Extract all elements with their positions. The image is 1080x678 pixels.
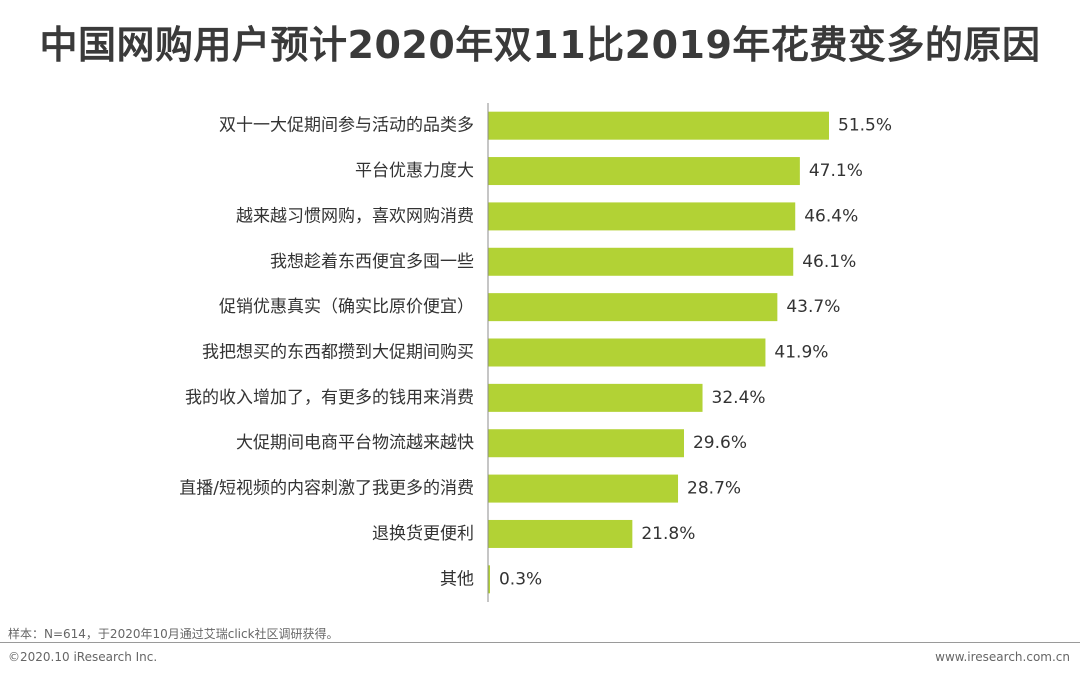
value-label: 43.7% <box>786 297 840 317</box>
category-label: 越来越习惯网购，喜欢网购消费 <box>236 206 474 226</box>
website-link[interactable]: www.iresearch.com.cn <box>935 650 1070 664</box>
bar <box>488 383 703 412</box>
category-label: 退换货更便利 <box>372 524 474 544</box>
bar <box>488 157 800 186</box>
bar <box>488 519 633 548</box>
category-label: 直播/短视频的内容刺激了我更多的消费 <box>179 479 474 499</box>
bar <box>488 293 778 322</box>
category-label: 平台优惠力度大 <box>355 161 474 181</box>
chart-title: 中国网购用户预计2020年双11比2019年花费变多的原因 <box>39 23 1041 67</box>
value-label: 41.9% <box>774 343 828 363</box>
footer-divider <box>0 642 1080 643</box>
bar <box>488 247 794 276</box>
copyright-text: ©2020.10 iResearch Inc. <box>8 650 158 664</box>
bar <box>488 111 829 140</box>
bar <box>488 429 684 458</box>
category-label: 其他 <box>440 569 474 589</box>
value-label: 51.5% <box>838 116 892 136</box>
value-label: 46.4% <box>804 206 858 226</box>
value-label: 46.1% <box>802 252 856 272</box>
bar <box>488 565 490 594</box>
sample-note: 样本：N=614，于2020年10月通过艾瑞click社区调研获得。 <box>8 627 339 641</box>
category-label: 大促期间电商平台物流越来越快 <box>236 433 474 453</box>
bar <box>488 202 796 231</box>
value-label: 29.6% <box>693 433 747 453</box>
category-label: 促销优惠真实（确实比原价便宜） <box>219 297 474 317</box>
value-label: 21.8% <box>641 524 695 544</box>
category-label: 我把想买的东西都攒到大促期间购买 <box>202 343 474 363</box>
bar <box>488 338 766 367</box>
value-label: 32.4% <box>712 388 766 408</box>
bar-chart: 双十一大促期间参与活动的品类多 51.5% 平台优惠力度大 47.1% 越来越习惯网购，… <box>179 103 892 602</box>
value-label: 28.7% <box>687 479 741 499</box>
value-label: 0.3% <box>499 569 542 589</box>
category-label: 双十一大促期间参与活动的品类多 <box>219 116 474 136</box>
category-label: 我的收入增加了，有更多的钱用来消费 <box>185 388 474 408</box>
category-label: 我想趁着东西便宜多囤一些 <box>270 252 474 272</box>
value-label: 47.1% <box>809 161 863 181</box>
bar <box>488 474 679 503</box>
